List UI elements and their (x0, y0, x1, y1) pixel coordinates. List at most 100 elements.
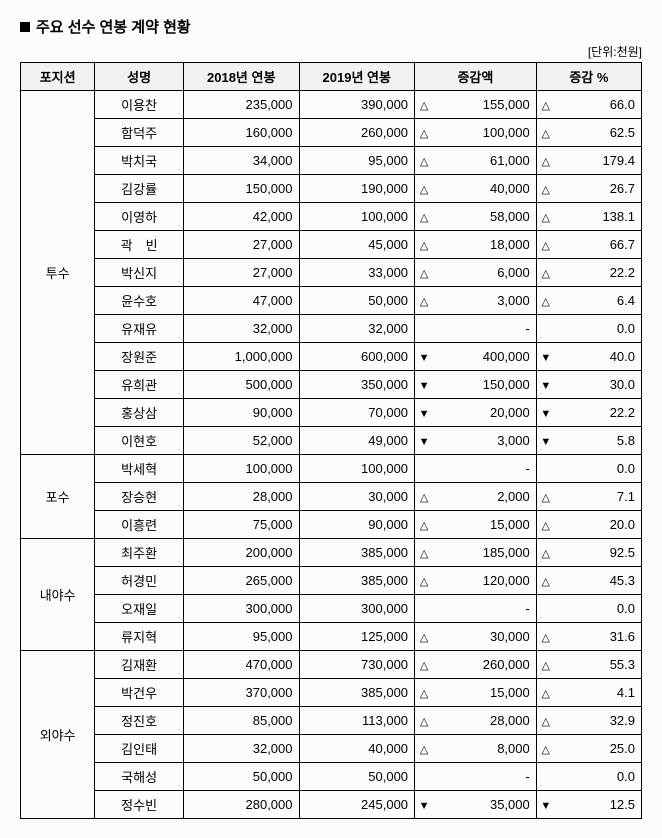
salary-2018-cell: 52,000 (183, 427, 299, 455)
salary-2018-cell: 85,000 (183, 707, 299, 735)
salary-2019-cell: 45,000 (299, 231, 415, 259)
name-cell: 이현호 (95, 427, 184, 455)
diff-cell: - (433, 315, 536, 343)
salary-2018-cell: 100,000 (183, 455, 299, 483)
no-change-icon (536, 763, 555, 791)
pct-cell: 0.0 (555, 315, 642, 343)
diff-cell: 100,000 (433, 119, 536, 147)
name-cell: 이용찬 (95, 91, 184, 119)
triangle-up-icon: △ (415, 119, 434, 147)
diff-cell: 2,000 (433, 483, 536, 511)
triangle-up-icon: △ (415, 91, 434, 119)
triangle-up-icon: △ (536, 203, 555, 231)
salary-2019-cell: 390,000 (299, 91, 415, 119)
table-row: 이영하42,000100,000△58,000△138.1 (21, 203, 642, 231)
diff-cell: 18,000 (433, 231, 536, 259)
table-row: 유재유32,00032,000-0.0 (21, 315, 642, 343)
diff-cell: - (433, 455, 536, 483)
salary-2018-cell: 75,000 (183, 511, 299, 539)
pct-cell: 7.1 (555, 483, 642, 511)
triangle-up-icon: △ (415, 623, 434, 651)
diff-cell: 6,000 (433, 259, 536, 287)
triangle-down-icon: ▼ (415, 371, 434, 399)
salary-2018-cell: 160,000 (183, 119, 299, 147)
pct-cell: 55.3 (555, 651, 642, 679)
salary-2019-cell: 30,000 (299, 483, 415, 511)
col-salary-2019: 2019년 연봉 (299, 63, 415, 91)
col-diff: 증감액 (415, 63, 537, 91)
triangle-up-icon: △ (536, 231, 555, 259)
triangle-down-icon: ▼ (415, 791, 434, 819)
salary-2018-cell: 200,000 (183, 539, 299, 567)
triangle-up-icon: △ (415, 175, 434, 203)
no-change-icon (415, 315, 434, 343)
salary-2019-cell: 32,000 (299, 315, 415, 343)
triangle-up-icon: △ (415, 511, 434, 539)
pct-cell: 40.0 (555, 343, 642, 371)
diff-cell: 20,000 (433, 399, 536, 427)
table-row: 내야수최주환200,000385,000△185,000△92.5 (21, 539, 642, 567)
triangle-up-icon: △ (415, 231, 434, 259)
table-row: 정수빈280,000245,000▼35,000▼12.5 (21, 791, 642, 819)
triangle-up-icon: △ (536, 259, 555, 287)
pct-cell: 30.0 (555, 371, 642, 399)
triangle-up-icon: △ (536, 651, 555, 679)
pct-cell: 31.6 (555, 623, 642, 651)
salary-2019-cell: 70,000 (299, 399, 415, 427)
name-cell: 곽 빈 (95, 231, 184, 259)
pct-cell: 62.5 (555, 119, 642, 147)
diff-cell: 260,000 (433, 651, 536, 679)
triangle-up-icon: △ (536, 735, 555, 763)
salary-2019-cell: 113,000 (299, 707, 415, 735)
salary-2019-cell: 600,000 (299, 343, 415, 371)
salary-2019-cell: 245,000 (299, 791, 415, 819)
salary-2019-cell: 100,000 (299, 455, 415, 483)
name-cell: 허경민 (95, 567, 184, 595)
diff-cell: 120,000 (433, 567, 536, 595)
table-row: 투수이용찬235,000390,000△155,000△66.0 (21, 91, 642, 119)
diff-cell: 28,000 (433, 707, 536, 735)
name-cell: 정진호 (95, 707, 184, 735)
salary-2018-cell: 90,000 (183, 399, 299, 427)
diff-cell: 61,000 (433, 147, 536, 175)
pct-cell: 25.0 (555, 735, 642, 763)
col-name: 성명 (95, 63, 184, 91)
pct-cell: 0.0 (555, 595, 642, 623)
name-cell: 함덕주 (95, 119, 184, 147)
triangle-up-icon: △ (415, 567, 434, 595)
name-cell: 박치국 (95, 147, 184, 175)
salary-2019-cell: 90,000 (299, 511, 415, 539)
salary-2019-cell: 50,000 (299, 287, 415, 315)
salary-2018-cell: 235,000 (183, 91, 299, 119)
table-row: 오재일300,000300,000-0.0 (21, 595, 642, 623)
no-change-icon (536, 315, 555, 343)
triangle-down-icon: ▼ (536, 399, 555, 427)
table-row: 이흥련75,00090,000△15,000△20.0 (21, 511, 642, 539)
salary-2018-cell: 32,000 (183, 735, 299, 763)
table-row: 박신지27,00033,000△6,000△22.2 (21, 259, 642, 287)
diff-cell: - (433, 763, 536, 791)
salary-2018-cell: 470,000 (183, 651, 299, 679)
salary-2019-cell: 100,000 (299, 203, 415, 231)
salary-2019-cell: 40,000 (299, 735, 415, 763)
name-cell: 박건우 (95, 679, 184, 707)
pct-cell: 26.7 (555, 175, 642, 203)
table-row: 국해성50,00050,000-0.0 (21, 763, 642, 791)
diff-cell: 400,000 (433, 343, 536, 371)
triangle-up-icon: △ (415, 259, 434, 287)
name-cell: 유희관 (95, 371, 184, 399)
triangle-up-icon: △ (415, 707, 434, 735)
triangle-up-icon: △ (536, 539, 555, 567)
name-cell: 장승현 (95, 483, 184, 511)
triangle-up-icon: △ (536, 287, 555, 315)
pct-cell: 66.0 (555, 91, 642, 119)
salary-2019-cell: 49,000 (299, 427, 415, 455)
name-cell: 김강률 (95, 175, 184, 203)
name-cell: 최주환 (95, 539, 184, 567)
salary-2018-cell: 280,000 (183, 791, 299, 819)
unit-label: [단위:천원] (20, 43, 642, 60)
no-change-icon (415, 763, 434, 791)
triangle-up-icon: △ (415, 735, 434, 763)
position-cell: 외야수 (21, 651, 95, 819)
name-cell: 김인태 (95, 735, 184, 763)
